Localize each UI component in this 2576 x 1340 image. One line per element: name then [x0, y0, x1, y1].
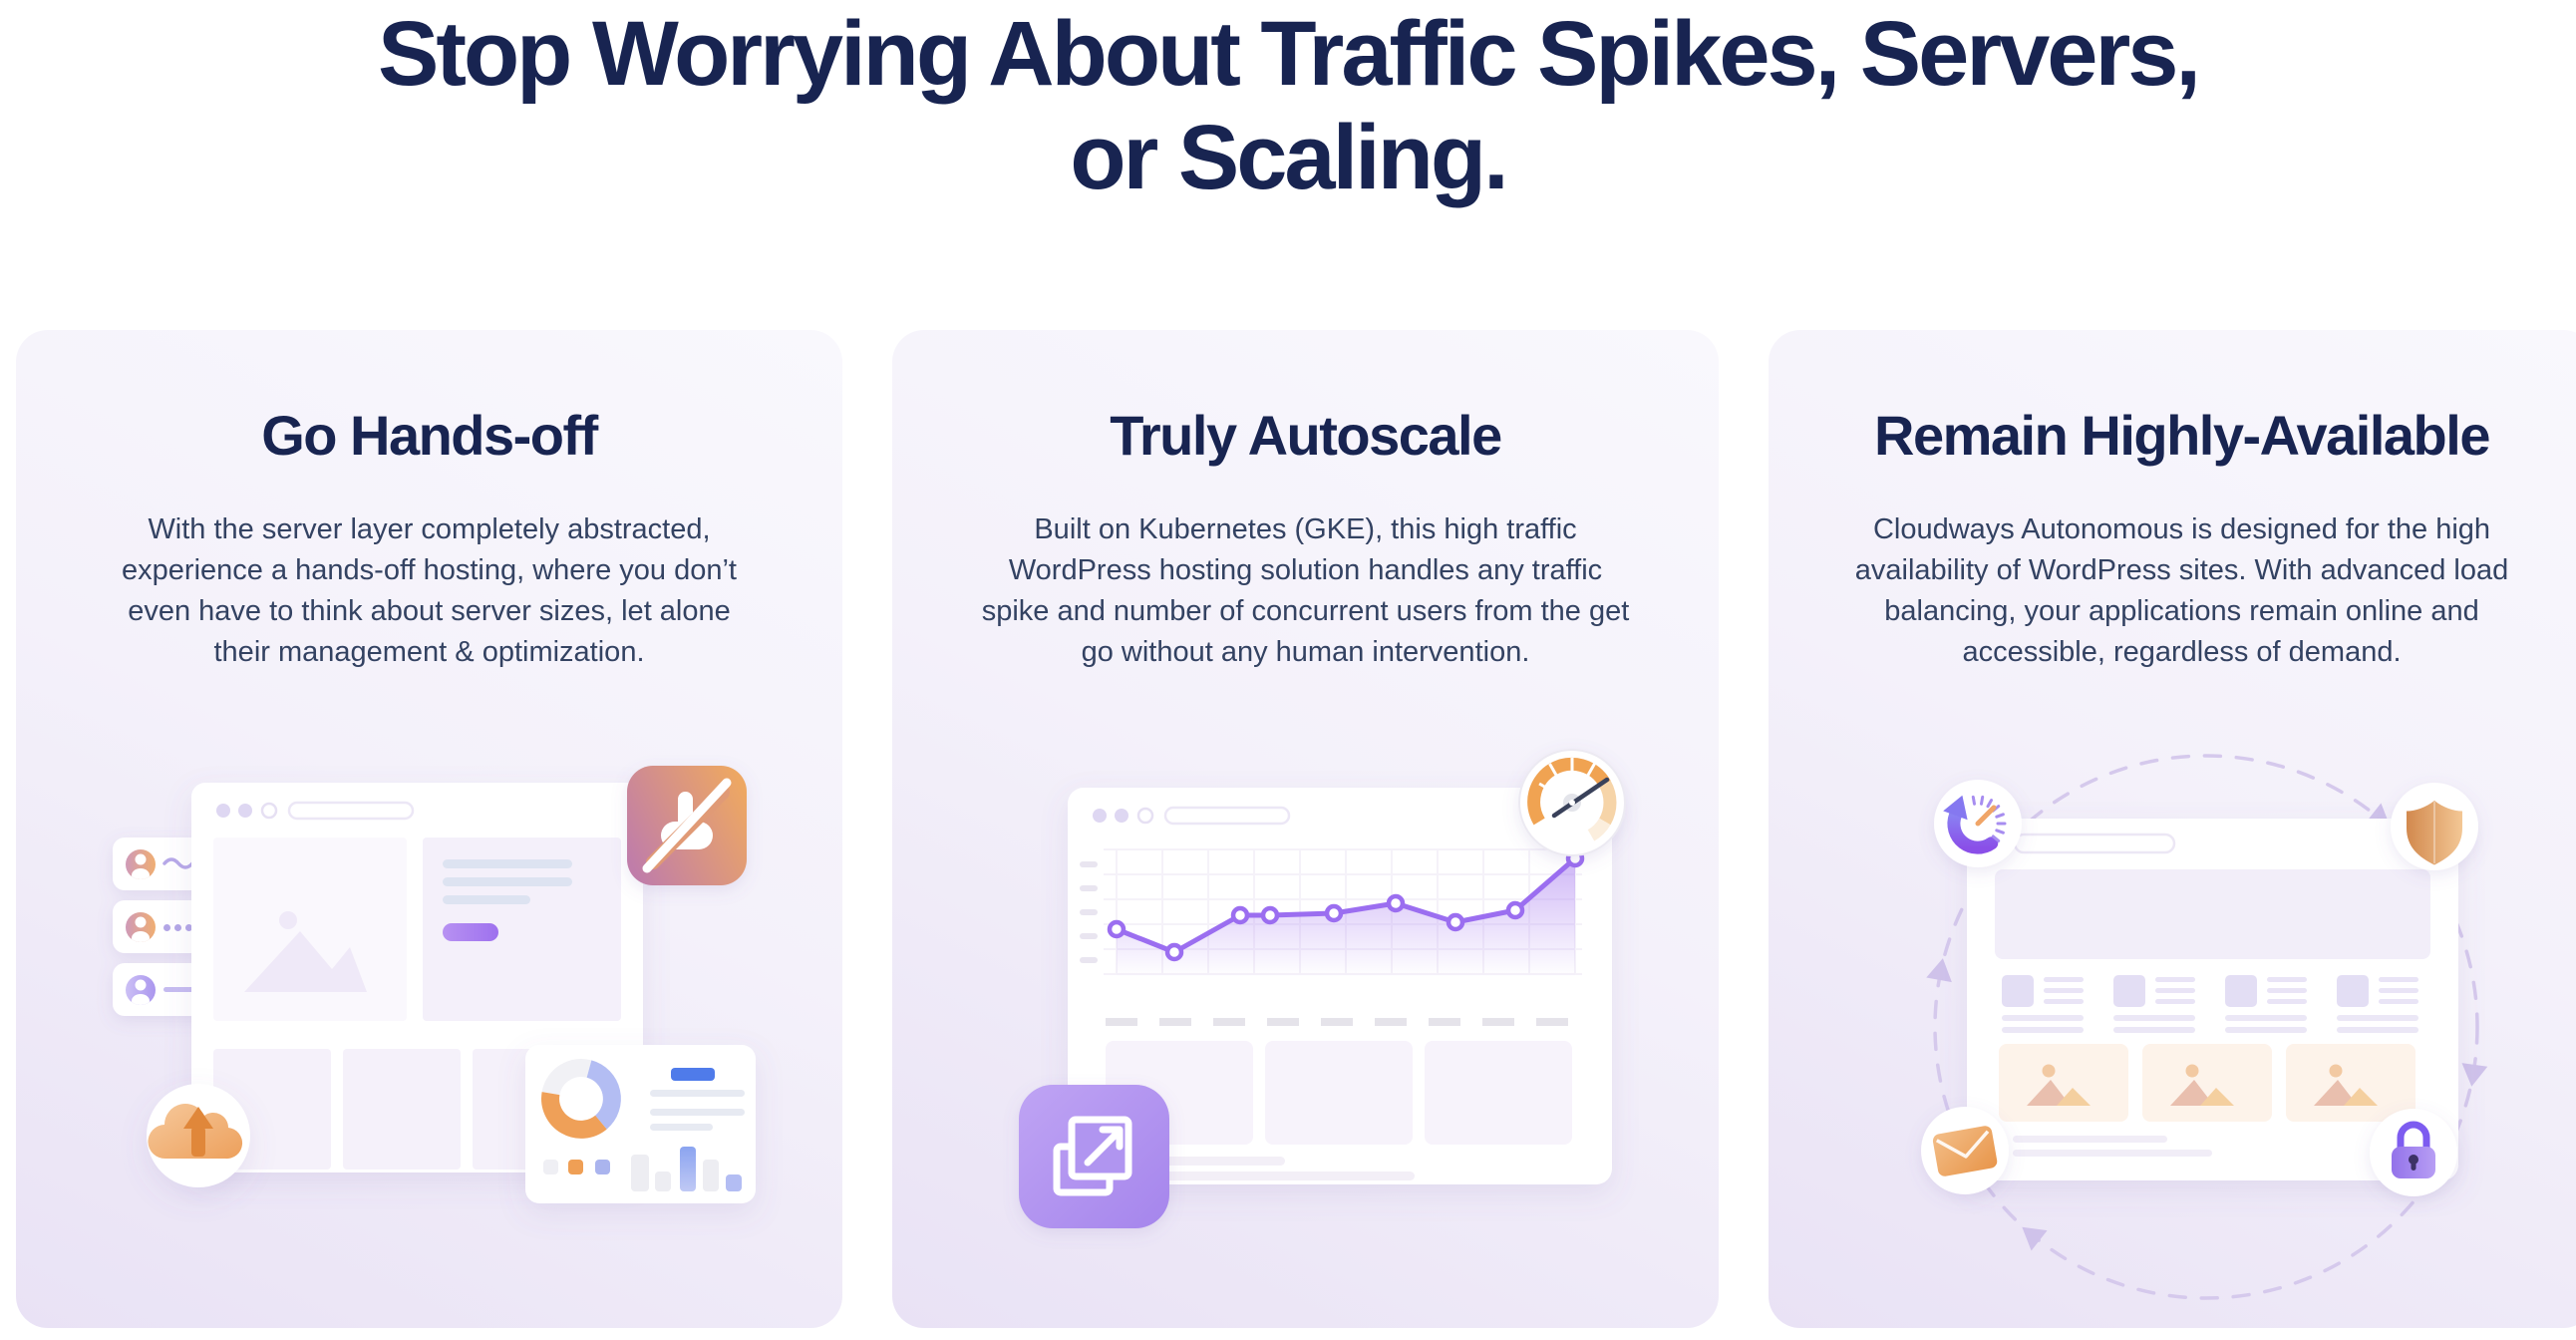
highly-available-illustration	[1769, 710, 2576, 1328]
image-placeholder-icon	[244, 931, 367, 992]
mini-bar-chart	[631, 1147, 742, 1191]
clock-ticks	[1971, 795, 2007, 842]
card-title: Truly Autoscale	[1110, 404, 1502, 467]
heading-line-1: Stop Worrying About Traffic Spikes, Serv…	[377, 3, 2201, 105]
section-heading: Stop Worrying About Traffic Spikes, Serv…	[0, 2, 2576, 209]
window-dot	[1093, 809, 1107, 823]
window-dot	[216, 804, 230, 818]
hands-off-illustration	[16, 710, 842, 1328]
cloud-upload-icon	[147, 1084, 250, 1187]
envelope-icon	[1921, 1107, 2009, 1194]
stats-card	[525, 1045, 756, 1203]
hands-off-illustration-svg	[113, 766, 756, 1203]
autoscale-illustration	[892, 710, 1719, 1328]
card-title: Go Hands-off	[261, 404, 598, 467]
window-dot	[260, 802, 278, 820]
article-columns	[2002, 975, 2418, 1033]
address-bar	[1163, 806, 1291, 826]
autoscale-area	[1117, 858, 1575, 977]
feature-cards-row: Go Hands-off With the server layer compl…	[16, 330, 2576, 1328]
window-dot	[238, 804, 252, 818]
uptime-timer-icon	[1934, 780, 2022, 867]
highly-available-illustration-svg	[1921, 754, 2488, 1300]
speedometer-gauge-icon	[1518, 749, 1626, 856]
scale-out-icon	[1019, 1085, 1169, 1228]
no-touch-icon	[627, 766, 747, 885]
window-dot	[1136, 807, 1154, 825]
browser-window	[1068, 788, 1612, 1184]
browser-window	[1967, 819, 2458, 1180]
card-title: Remain Highly-Available	[1874, 404, 2490, 467]
hero-placeholder	[1995, 869, 2430, 959]
window-dot	[1115, 809, 1128, 823]
gauge-ticks	[1538, 758, 1596, 789]
padlock-icon	[2370, 1109, 2457, 1196]
card-description: Cloudways Autonomous is designed for the…	[1854, 513, 2509, 668]
autoscale-illustration-svg	[1019, 749, 1626, 1228]
orbit-arrow	[1926, 958, 1952, 983]
y-axis-ticks	[1080, 861, 1098, 963]
donut-chart	[541, 1059, 621, 1139]
heading-line-2: or Scaling.	[1070, 107, 1508, 208]
card-description: Built on Kubernetes (GKE), this high tra…	[981, 513, 1630, 668]
card-go-hands-off: Go Hands-off With the server layer compl…	[16, 330, 842, 1328]
blue-bar	[671, 1068, 715, 1081]
card-description: With the server layer completely abstrac…	[122, 513, 737, 668]
card-truly-autoscale: Truly Autoscale Built on Kubernetes (GKE…	[892, 330, 1719, 1328]
orbit-arrow	[2461, 1063, 2488, 1087]
autoscale-markers	[1107, 848, 1585, 962]
image-placeholders	[1999, 1044, 2415, 1122]
orbit-arrow	[2022, 1226, 2048, 1251]
card-remain-highly-available: Remain Highly-Available Cloudways Autono…	[1769, 330, 2576, 1328]
shield-icon	[2391, 783, 2478, 870]
cta-button-placeholder	[443, 923, 498, 941]
address-bar	[287, 801, 415, 821]
